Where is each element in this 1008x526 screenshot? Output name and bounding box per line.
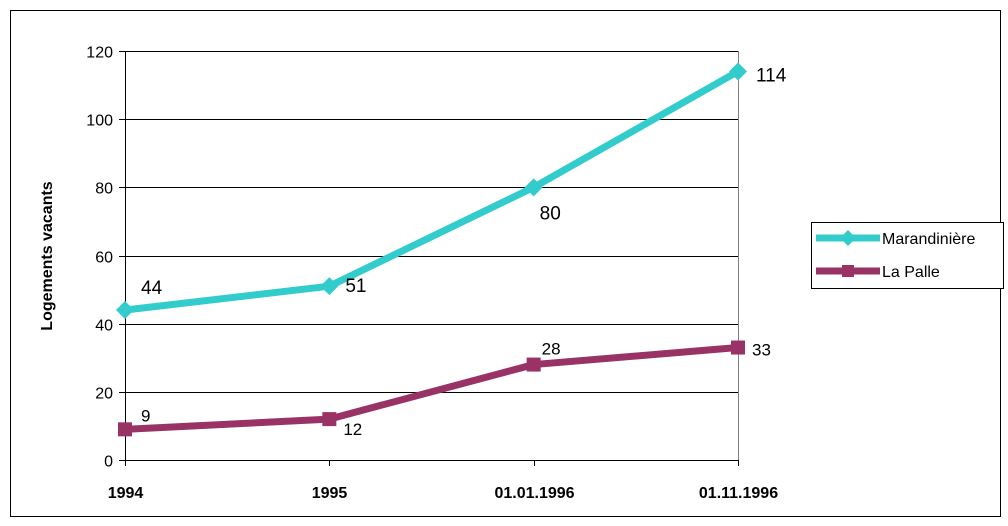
data-point: [524, 178, 543, 197]
gridlines: [125, 51, 738, 393]
data-point: [118, 422, 132, 437]
series-la-palle: [118, 340, 745, 437]
x-tick-label: 01.11.1996: [699, 485, 778, 502]
axes: [119, 51, 739, 466]
series-line: [124, 68, 740, 314]
legend-swatch-marker: [840, 230, 856, 246]
series-marandiniere: [116, 62, 747, 320]
legend-box: [811, 222, 1004, 289]
legend: Marandinière La Palle: [811, 222, 1004, 289]
y-tick-label: 0: [104, 454, 113, 471]
y-tick-label: 100: [86, 113, 113, 130]
x-tick-labels: 1994 1995 01.01.1996 01.11.1996: [108, 485, 778, 502]
series: [116, 62, 747, 437]
y-tick-label: 60: [95, 250, 113, 267]
data-label: 9: [141, 406, 150, 425]
data-point: [729, 62, 747, 81]
y-tick-label: 120: [86, 45, 113, 62]
data-point: [731, 340, 745, 355]
legend-swatch-marker: [842, 265, 854, 277]
y-tick-labels: 0 20 40 60 80 100 120: [86, 45, 113, 471]
x-tick-label: 01.01.1996: [494, 485, 574, 502]
data-label: 114: [756, 65, 787, 86]
legend-label: Marandinière: [882, 231, 975, 248]
legend-item: Marandinière: [816, 230, 975, 248]
y-tick-label: 80: [95, 181, 113, 198]
y-axis-label: Logements vacants: [39, 181, 56, 330]
x-tick-label: 1995: [312, 485, 348, 502]
legend-item: La Palle: [816, 264, 940, 281]
data-label: 51: [345, 276, 366, 297]
y-tick-label: 20: [95, 386, 113, 403]
data-label: 28: [542, 340, 561, 359]
series-line: [124, 344, 739, 433]
data-point: [322, 412, 337, 427]
data-point: [116, 301, 134, 320]
data-label: 33: [752, 341, 771, 360]
data-label: 12: [343, 420, 362, 439]
legend-label: La Palle: [882, 264, 940, 281]
data-point: [320, 277, 339, 296]
data-label: 80: [540, 203, 561, 224]
y-tick-label: 40: [95, 318, 113, 335]
data-point: [526, 357, 541, 372]
data-labels: 44 51 80 114 9 12 28 33: [141, 65, 787, 439]
x-tick-label: 1994: [108, 485, 144, 502]
data-label: 44: [141, 278, 163, 299]
